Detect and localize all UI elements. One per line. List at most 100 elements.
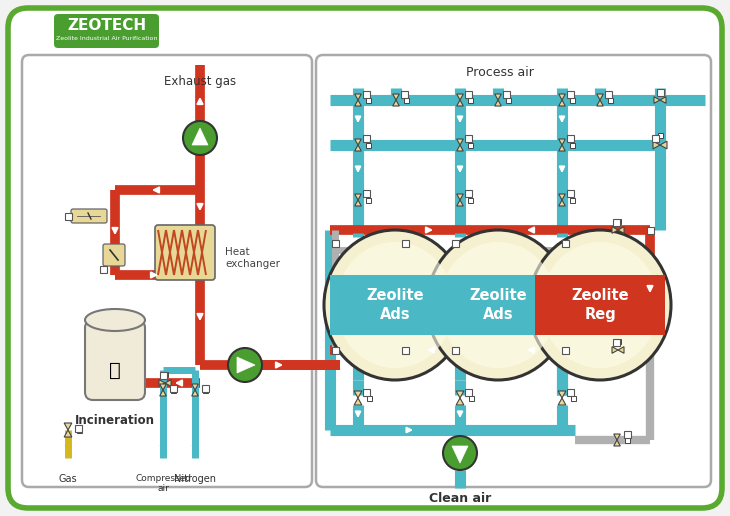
Bar (615, 339, 620, 344)
Polygon shape (614, 434, 620, 440)
Bar (561, 347, 569, 353)
Bar (570, 198, 575, 202)
Bar (74, 425, 82, 431)
Bar (363, 90, 369, 98)
Polygon shape (596, 100, 603, 106)
Bar (201, 384, 209, 392)
Polygon shape (457, 194, 464, 200)
Circle shape (183, 121, 217, 155)
Bar (658, 89, 663, 94)
Polygon shape (355, 194, 361, 200)
FancyBboxPatch shape (155, 225, 215, 280)
Polygon shape (660, 141, 667, 149)
Polygon shape (354, 398, 362, 405)
Bar (64, 213, 72, 219)
Polygon shape (618, 227, 624, 233)
Polygon shape (558, 94, 565, 100)
Bar (169, 384, 177, 392)
Polygon shape (654, 96, 660, 103)
Polygon shape (355, 94, 361, 100)
Text: Zeolite Industrial Air Purification: Zeolite Industrial Air Purification (56, 36, 158, 40)
Bar (171, 388, 176, 393)
Polygon shape (165, 380, 171, 386)
Bar (163, 372, 167, 377)
Polygon shape (558, 145, 565, 151)
Bar (468, 198, 473, 202)
Text: Clean air: Clean air (429, 492, 491, 505)
Bar (566, 189, 574, 197)
Polygon shape (495, 94, 502, 100)
Bar (571, 395, 576, 400)
Bar (402, 239, 409, 247)
Ellipse shape (336, 242, 454, 368)
Bar (656, 89, 664, 95)
Bar (604, 90, 612, 98)
Text: Process air: Process air (466, 66, 534, 78)
Bar (203, 388, 208, 393)
Polygon shape (160, 390, 166, 396)
Bar (363, 189, 369, 197)
Polygon shape (612, 347, 618, 353)
Bar (566, 135, 574, 141)
Bar (159, 372, 166, 379)
Polygon shape (558, 398, 566, 405)
Polygon shape (558, 194, 565, 200)
Ellipse shape (439, 242, 557, 368)
Bar (566, 389, 574, 395)
Bar (401, 90, 407, 98)
Bar (331, 347, 339, 353)
Polygon shape (457, 139, 464, 145)
Bar (566, 90, 574, 98)
Polygon shape (192, 390, 199, 396)
Polygon shape (355, 100, 361, 106)
Bar (404, 98, 409, 103)
Polygon shape (618, 347, 624, 353)
Bar (612, 338, 620, 346)
Polygon shape (64, 423, 72, 430)
Bar (451, 347, 458, 353)
Polygon shape (159, 380, 165, 386)
FancyBboxPatch shape (316, 55, 711, 487)
Polygon shape (660, 96, 666, 103)
Bar (433, 275, 563, 335)
Bar (623, 430, 631, 438)
Polygon shape (160, 384, 166, 390)
Bar (366, 98, 371, 103)
FancyBboxPatch shape (103, 244, 125, 266)
Polygon shape (653, 141, 660, 149)
Circle shape (443, 436, 477, 470)
FancyBboxPatch shape (85, 320, 145, 400)
Polygon shape (495, 100, 502, 106)
Bar (658, 133, 663, 138)
Polygon shape (457, 94, 464, 100)
Text: Incineration: Incineration (75, 413, 155, 427)
Polygon shape (457, 145, 464, 151)
Polygon shape (355, 139, 361, 145)
Bar (535, 275, 665, 335)
Bar (615, 219, 620, 224)
Text: Compressed
air: Compressed air (135, 474, 191, 493)
Bar (570, 98, 575, 103)
Bar (647, 227, 653, 234)
Text: Zeolite
Ads: Zeolite Ads (366, 287, 424, 322)
Text: Gas: Gas (58, 474, 77, 484)
Polygon shape (355, 200, 361, 206)
Polygon shape (614, 440, 620, 446)
Bar (464, 90, 472, 98)
Polygon shape (558, 139, 565, 145)
Polygon shape (456, 391, 464, 398)
Text: Zeolite
Reg: Zeolite Reg (571, 287, 629, 322)
Ellipse shape (541, 242, 659, 368)
FancyBboxPatch shape (22, 55, 312, 487)
Bar (651, 135, 658, 141)
Bar (367, 395, 372, 400)
Bar (468, 142, 473, 148)
Polygon shape (558, 100, 565, 106)
Text: Zeolite
Ads: Zeolite Ads (469, 287, 527, 322)
Polygon shape (558, 391, 566, 398)
Bar (99, 266, 107, 272)
Bar (625, 438, 630, 443)
Bar (612, 218, 620, 225)
Text: Exhaust gas: Exhaust gas (164, 75, 236, 89)
Text: ZEOTECH: ZEOTECH (67, 18, 147, 33)
